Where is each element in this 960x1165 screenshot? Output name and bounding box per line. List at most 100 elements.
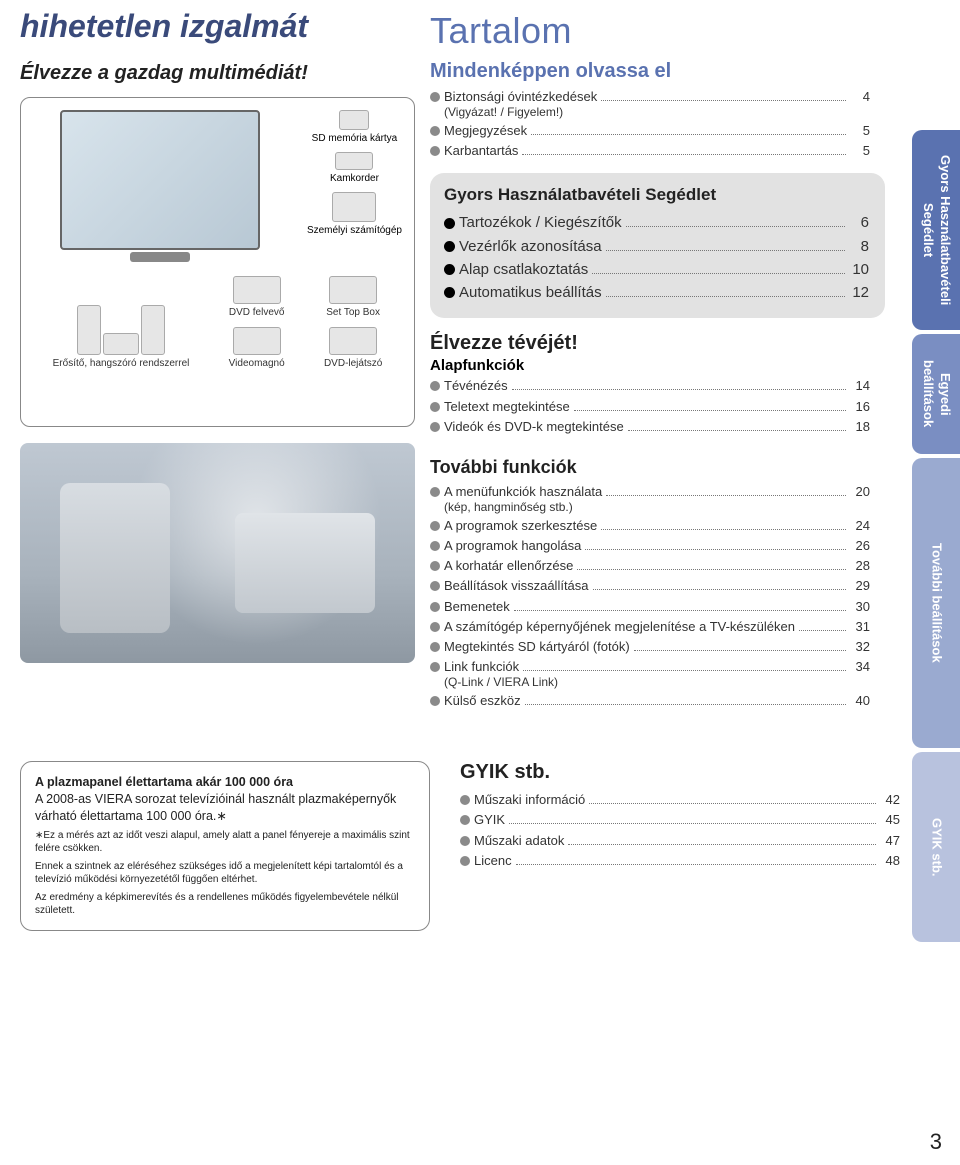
- quick-title: Gyors Használatbavételi Segédlet: [444, 185, 871, 205]
- subhead: Élvezze a gazdag multimédiát!: [20, 62, 410, 85]
- bullet-icon: [430, 581, 440, 591]
- toc-dots: [593, 589, 846, 590]
- enjoy-list: Tévénézés14Teletext megtekintése16Videók…: [430, 376, 890, 436]
- enjoy-title: Élvezze tévéjét!: [430, 332, 890, 355]
- pc-label: Személyi számítógép: [307, 225, 402, 236]
- bullet-icon: [444, 241, 455, 252]
- toc-label: GYIK: [474, 810, 505, 830]
- toc-label: Beállítások visszaállítása: [444, 576, 589, 596]
- bullet-icon: [444, 264, 455, 275]
- toc-page: 18: [850, 417, 870, 437]
- bullet-icon: [430, 541, 440, 551]
- toc-line: Tartozékok / Kiegészítők6: [444, 211, 869, 234]
- toc-page: 16: [850, 397, 870, 417]
- toc-line: Megtekintés SD kártyáról (fotók) 32: [430, 637, 870, 657]
- toc-page: 8: [849, 235, 869, 258]
- toc-label: Műszaki információ: [474, 790, 585, 810]
- toc-page: 42: [880, 790, 900, 810]
- toc-label: Karbantartás: [444, 141, 518, 161]
- toc-dots: [606, 250, 845, 251]
- toc-page: 20: [850, 482, 870, 502]
- side-tab: GYIK stb.: [912, 752, 960, 942]
- enjoy-section: Élvezze tévéjét! Alapfunkciók Tévénézés1…: [430, 332, 890, 436]
- vcr-label: Videomagnó: [229, 358, 285, 369]
- tv-icon: [60, 110, 260, 250]
- toc-label: Alap csatlakoztatás: [459, 258, 588, 281]
- more-list: A menüfunkciók használata 20(kép, hangmin…: [430, 482, 890, 711]
- toc-label: A programok szerkesztése: [444, 516, 597, 536]
- life-line1: A 2008-as VIERA sorozat televízióinál ha…: [35, 791, 415, 825]
- side-tab: Gyors Használatbavételi Segédlet: [912, 130, 960, 330]
- toc-label: Videók és DVD-k megtekintése: [444, 417, 624, 437]
- toc-page: 32: [850, 637, 870, 657]
- toc-page: 12: [849, 281, 869, 304]
- toc-line: A menüfunkciók használata 20: [430, 482, 870, 502]
- sd-card-icon: [339, 110, 369, 130]
- toc-dots: [516, 864, 876, 865]
- toc-label: Tartozékok / Kiegészítők: [459, 211, 622, 234]
- side-tab: Egyedi beállítások: [912, 334, 960, 454]
- toc-label: Bemenetek: [444, 597, 510, 617]
- toc-sub: (kép, hangminőség stb.): [444, 500, 890, 514]
- amplifier-icon: [103, 333, 139, 355]
- toc-dots: [512, 389, 846, 390]
- lifestyle-illustration: [20, 443, 415, 663]
- bullet-icon: [430, 602, 440, 612]
- toc-line: GYIK45: [460, 810, 900, 830]
- side-tabs: Gyors Használatbavételi SegédletEgyedi b…: [912, 130, 960, 946]
- toc-label: Megjegyzések: [444, 121, 527, 141]
- read-first-section: Mindenképpen olvassa el Biztonsági óvint…: [430, 60, 890, 161]
- quick-guide-box: Gyors Használatbavételi Segédlet Tartozé…: [430, 173, 885, 318]
- dvd-recorder-icon: [233, 276, 281, 304]
- device-diagram: SD memória kártya Kamkorder Személyi szá…: [20, 97, 415, 427]
- camcorder-icon: [335, 152, 373, 170]
- page-number: 3: [930, 1129, 942, 1155]
- dvdrec-label: DVD felvevő: [229, 307, 285, 318]
- stb-label: Set Top Box: [326, 307, 380, 318]
- toc-page: 28: [850, 556, 870, 576]
- toc-page: 26: [850, 536, 870, 556]
- life-bold: A plazmapanel élettartama akár 100 000 ó…: [35, 774, 415, 791]
- bullet-icon: [430, 126, 440, 136]
- toc-label: Link funkciók: [444, 657, 519, 677]
- bullet-icon: [430, 422, 440, 432]
- speaker-icon: [77, 305, 101, 355]
- bullet-icon: [430, 521, 440, 531]
- toc-dots: [585, 549, 846, 550]
- toc-label: Megtekintés SD kártyáról (fotók): [444, 637, 630, 657]
- toc-page: 31: [850, 617, 870, 637]
- toc-dots: [514, 610, 846, 611]
- toc-line: Karbantartás5: [430, 141, 870, 161]
- bullet-icon: [430, 146, 440, 156]
- toc-dots: [568, 844, 876, 845]
- headline: hihetetlen izgalmát: [20, 10, 410, 44]
- read-first-list: Biztonsági óvintézkedések4(Vigyázat! / F…: [430, 87, 890, 161]
- toc-dots: [601, 100, 846, 101]
- toc-dots: [606, 495, 846, 496]
- toc-line: A korhatár ellenőrzése 28: [430, 556, 870, 576]
- toc-line: A számítógép képernyőjének megjelenítése…: [430, 617, 870, 637]
- gyik-section: GYIK stb. Műszaki információ42GYIK45Műsz…: [460, 761, 915, 871]
- toc-label: Tévénézés: [444, 376, 508, 396]
- toc-line: Biztonsági óvintézkedések4: [430, 87, 870, 107]
- life-note2: Ennek a szintnek az eléréséhez szükséges…: [35, 860, 415, 887]
- toc-line: Licenc48: [460, 851, 900, 871]
- toc-sub: (Vigyázat! / Figyelem!): [444, 105, 890, 119]
- toc-dots: [601, 529, 846, 530]
- toc-line: Tévénézés 14: [430, 376, 870, 396]
- toc-label: A programok hangolása: [444, 536, 581, 556]
- toc-label: A korhatár ellenőrzése: [444, 556, 573, 576]
- toc-label: A menüfunkciók használata: [444, 482, 602, 502]
- toc-label: Automatikus beállítás: [459, 281, 602, 304]
- toc-label: Biztonsági óvintézkedések: [444, 87, 597, 107]
- toc-label: Külső eszköz: [444, 691, 521, 711]
- gyik-list: Műszaki információ42GYIK45Műszaki adatok…: [460, 790, 915, 871]
- sd-label: SD memória kártya: [312, 133, 398, 144]
- toc-line: A programok hangolása 26: [430, 536, 870, 556]
- toc-dots: [799, 630, 846, 631]
- toc-page: 14: [850, 376, 870, 396]
- toc-dots: [531, 134, 846, 135]
- read-first-title: Mindenképpen olvassa el: [430, 60, 890, 83]
- dvdplay-label: DVD-lejátszó: [324, 358, 382, 369]
- toc-dots: [589, 803, 876, 804]
